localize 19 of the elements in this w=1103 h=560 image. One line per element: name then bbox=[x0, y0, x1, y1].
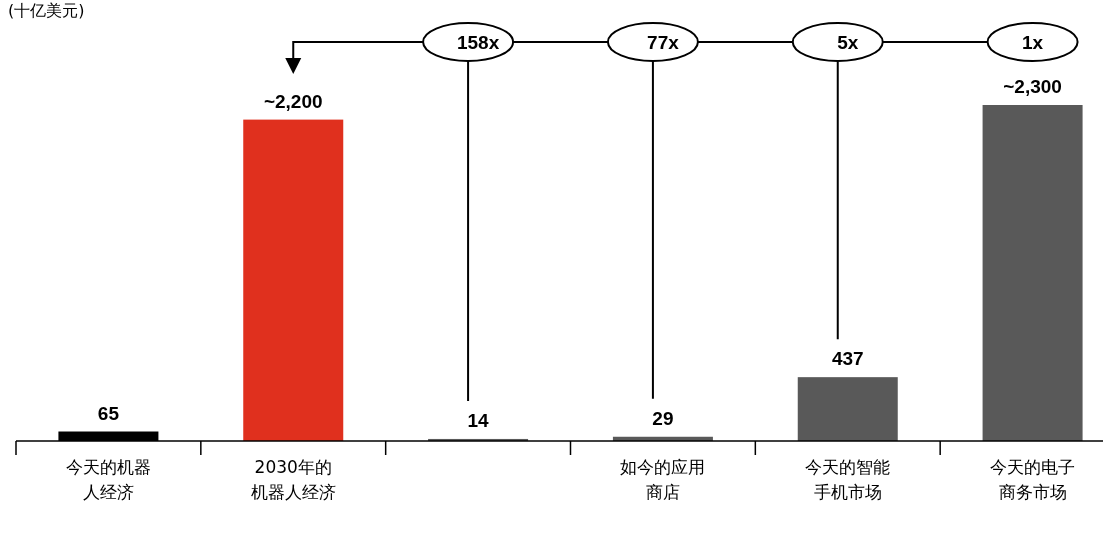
text: 5x bbox=[837, 32, 859, 53]
bar bbox=[797, 377, 898, 441]
text: 1x bbox=[1022, 32, 1044, 53]
data-label: ~2,300 bbox=[1003, 76, 1062, 97]
text: 158x bbox=[456, 32, 500, 53]
text: 77x bbox=[647, 32, 680, 53]
x-tick-label: 今天的电子商务市场 bbox=[990, 457, 1076, 502]
x-tick-label: 如今的应用商店 bbox=[620, 457, 706, 502]
x-tick-label: 今天的智能手机市场 bbox=[805, 457, 891, 502]
bar bbox=[982, 105, 1083, 441]
x-tick-label: 2030年的机器人经济 bbox=[250, 457, 336, 502]
bar bbox=[243, 119, 344, 441]
data-label: 14 bbox=[467, 409, 490, 431]
data-label: 65 bbox=[97, 402, 120, 424]
data-label: 29 bbox=[652, 407, 674, 429]
chart-title: (十亿美元) bbox=[8, 1, 85, 20]
data-label: ~2,200 bbox=[263, 90, 323, 112]
data-label: 437 bbox=[831, 348, 864, 370]
x-tick-label: 今天的机器人经济 bbox=[65, 457, 151, 502]
